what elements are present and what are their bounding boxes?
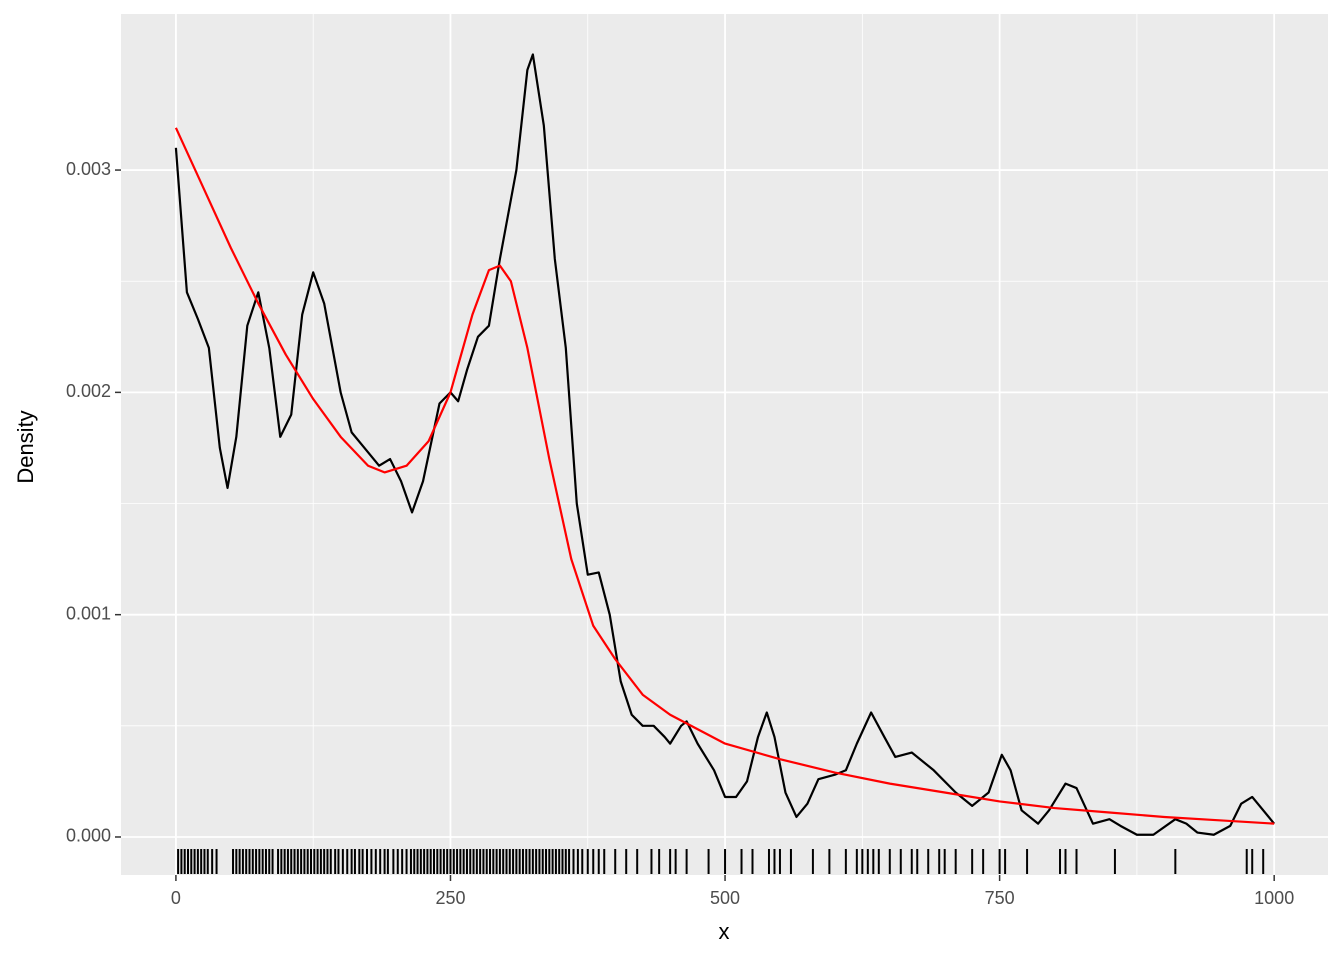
x-axis-title: x	[719, 919, 730, 944]
x-tick-label: 250	[435, 888, 465, 908]
density-line	[174, 53, 1276, 836]
y-tick-label: 0.001	[66, 603, 111, 623]
density-line	[174, 127, 1275, 825]
y-tick-label: 0.003	[66, 159, 111, 179]
x-tick-label: 1000	[1254, 888, 1294, 908]
y-tick-label: 0.002	[66, 381, 111, 401]
y-axis-title: Density	[13, 410, 38, 483]
x-tick-label: 750	[985, 888, 1015, 908]
x-tick-label: 0	[171, 888, 181, 908]
x-tick-label: 500	[710, 888, 740, 908]
y-tick-label: 0.000	[66, 826, 111, 846]
